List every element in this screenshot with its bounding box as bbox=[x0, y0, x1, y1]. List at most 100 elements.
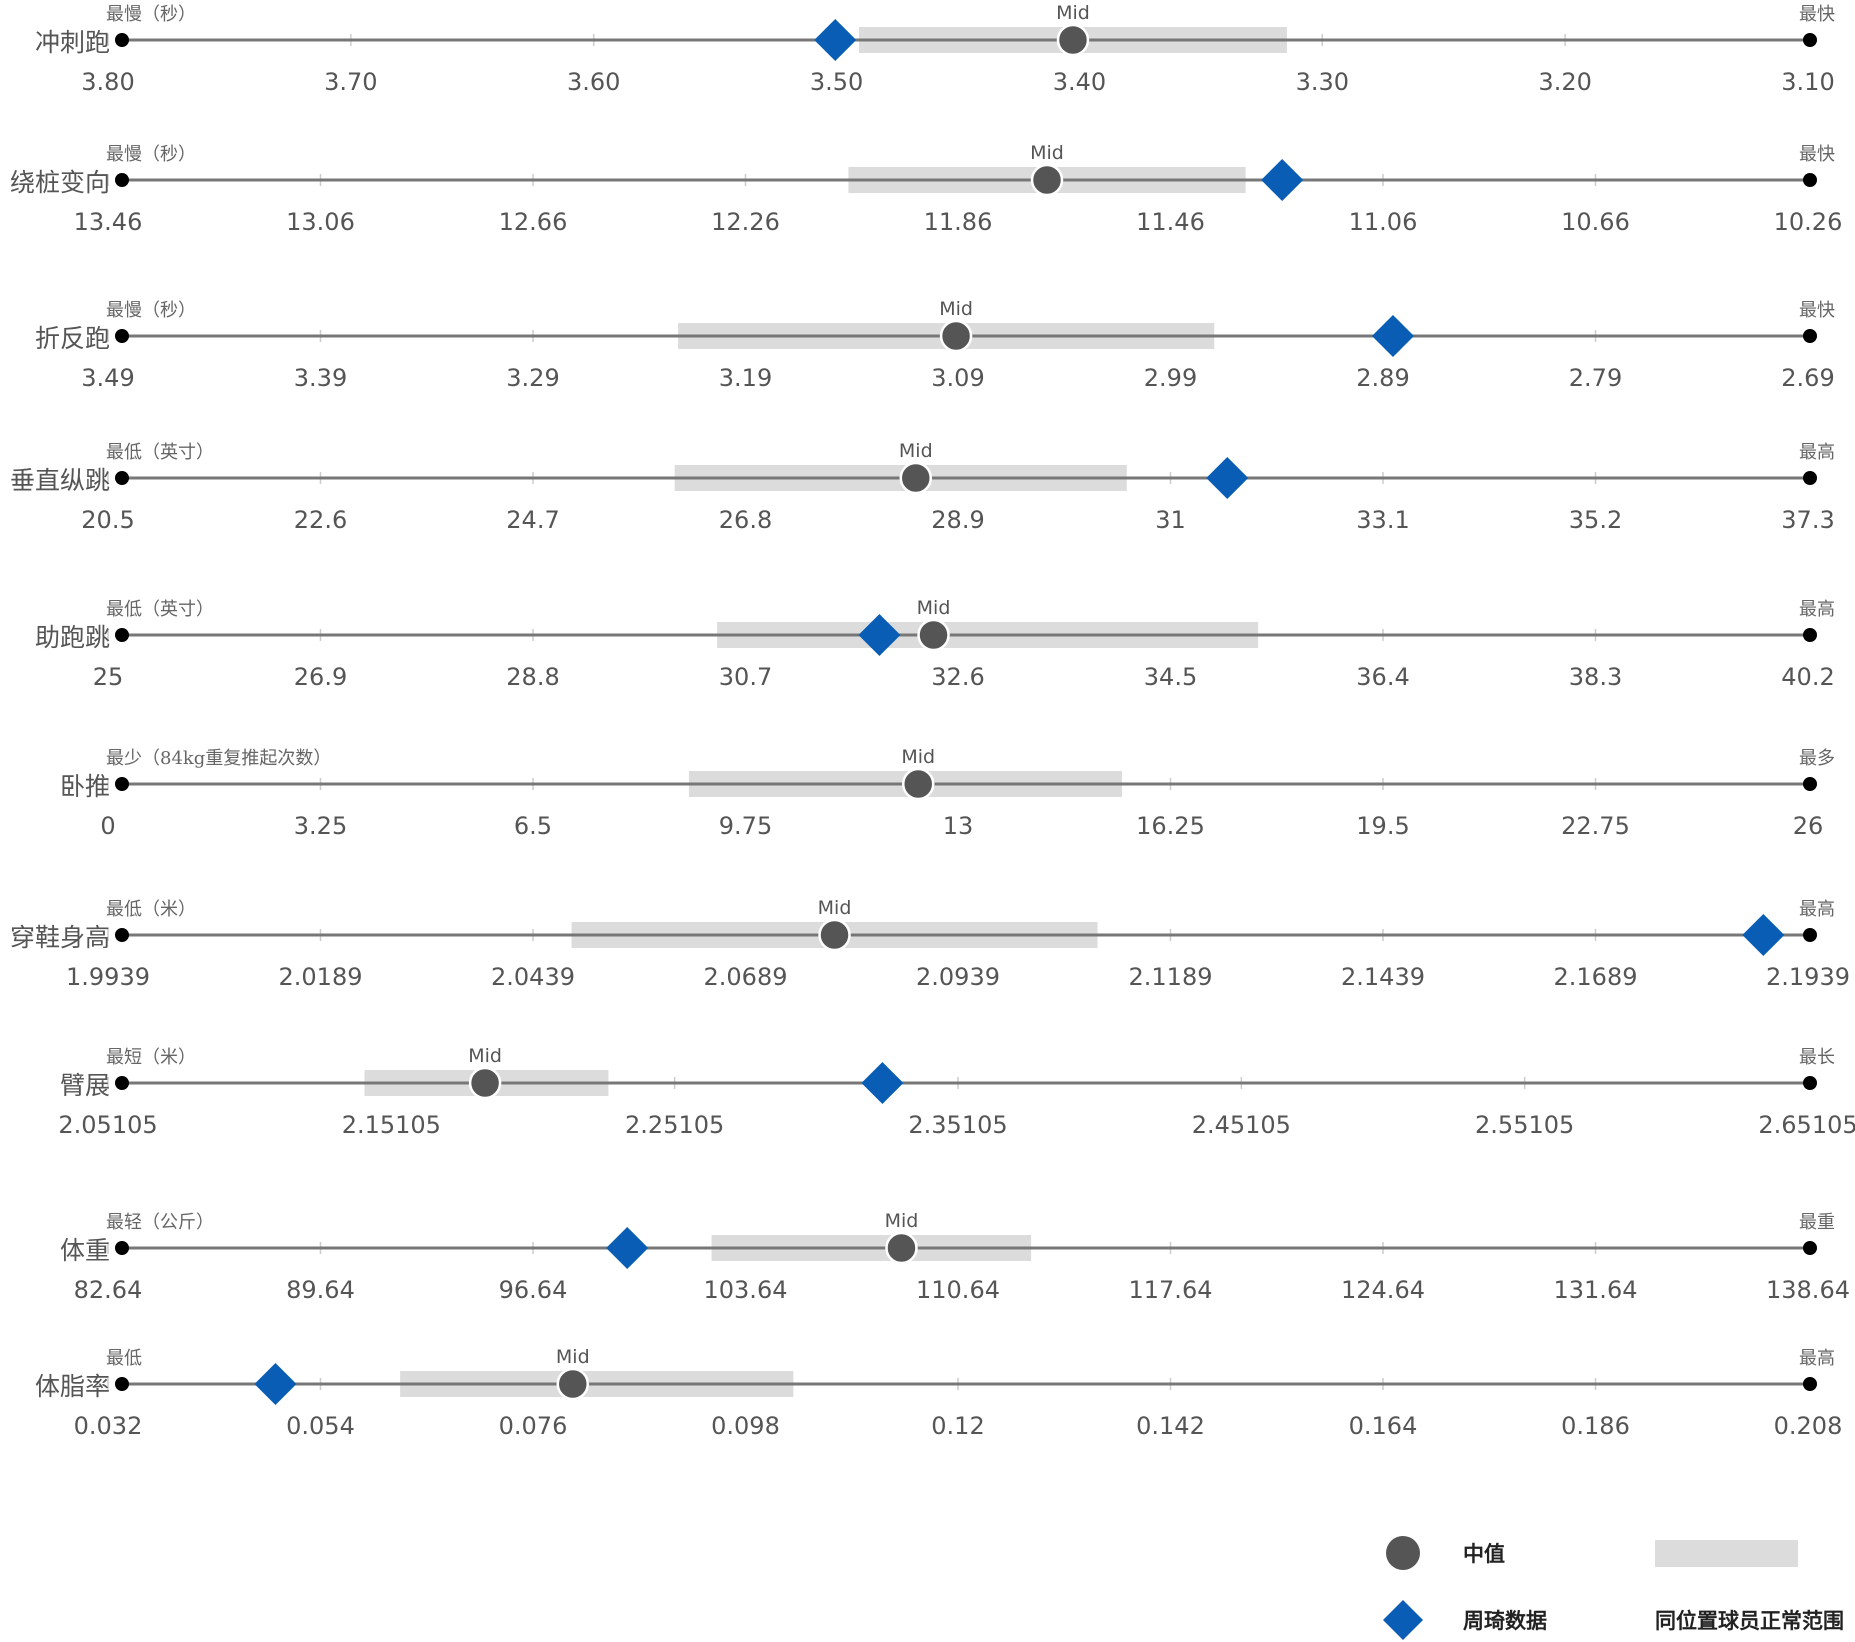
tick-label: 20.5 bbox=[81, 506, 134, 534]
left-endpoint bbox=[115, 628, 129, 642]
right-endpoint bbox=[1803, 928, 1817, 942]
tick-label: 2.79 bbox=[1569, 364, 1622, 392]
tick-label: 2.1689 bbox=[1554, 963, 1638, 991]
tick-label: 124.64 bbox=[1341, 1276, 1425, 1304]
tick-label: 2.15105 bbox=[342, 1111, 441, 1139]
metric-label: 冲刺跑 bbox=[35, 28, 110, 57]
tick-label: 32.6 bbox=[931, 663, 984, 691]
metric-label: 体重 bbox=[60, 1236, 110, 1265]
player-marker bbox=[1261, 159, 1304, 201]
tick-label: 12.66 bbox=[499, 208, 568, 236]
left-end-label: 最低（英寸） bbox=[106, 599, 214, 620]
tick-label: 0 bbox=[100, 812, 115, 840]
left-endpoint bbox=[115, 173, 129, 187]
tick-label: 3.49 bbox=[81, 364, 134, 392]
mid-label: Mid bbox=[901, 746, 935, 768]
right-end-label: 最高 bbox=[1799, 899, 1835, 920]
left-endpoint bbox=[115, 33, 129, 47]
tick-label: 11.46 bbox=[1136, 208, 1205, 236]
left-end-label: 最短（米） bbox=[106, 1047, 196, 1068]
mid-label: Mid bbox=[917, 597, 951, 619]
left-end-label: 最慢（秒） bbox=[106, 144, 196, 165]
tick-label: 2.35105 bbox=[908, 1111, 1007, 1139]
median-marker bbox=[885, 1231, 918, 1265]
metric-row: 25 26.9 28.8 30.7 32.6 34.5 36.4 38.3 40.2 助跑跳 最低（… bbox=[35, 597, 1835, 691]
tick-label: 22.75 bbox=[1561, 812, 1630, 840]
mid-label: Mid bbox=[556, 1346, 590, 1368]
tick-label: 28.8 bbox=[506, 663, 559, 691]
tick-label: 117.64 bbox=[1129, 1276, 1213, 1304]
metric-label: 绕桩变向 bbox=[10, 168, 110, 197]
tick-label: 10.26 bbox=[1774, 208, 1843, 236]
median-marker bbox=[818, 918, 851, 952]
tick-label: 3.40 bbox=[1053, 68, 1106, 96]
tick-label: 89.64 bbox=[286, 1276, 355, 1304]
legend-range-swatch bbox=[1655, 1540, 1798, 1567]
tick-label: 3.39 bbox=[294, 364, 347, 392]
right-endpoint bbox=[1803, 777, 1817, 791]
tick-label: 2.0189 bbox=[279, 963, 363, 991]
tick-label: 36.4 bbox=[1356, 663, 1409, 691]
right-endpoint bbox=[1803, 628, 1817, 642]
left-end-label: 最低 bbox=[106, 1348, 142, 1369]
right-end-label: 最高 bbox=[1799, 599, 1835, 620]
tick-label: 82.64 bbox=[74, 1276, 143, 1304]
tick-label: 2.0939 bbox=[916, 963, 1000, 991]
tick-label: 26 bbox=[1793, 812, 1824, 840]
player-marker bbox=[254, 1363, 297, 1405]
tick-label: 13.06 bbox=[286, 208, 355, 236]
tick-label: 3.60 bbox=[567, 68, 620, 96]
mid-label: Mid bbox=[939, 298, 973, 320]
metric-row: 0 3.25 6.5 9.75 13 16.25 19.5 22.75 26 卧推 最少（84kg重… bbox=[60, 746, 1835, 840]
tick-label: 0.032 bbox=[74, 1412, 143, 1440]
tick-label: 26.9 bbox=[294, 663, 347, 691]
right-end-label: 最快 bbox=[1799, 300, 1835, 321]
metric-row: 13.46 13.06 12.66 12.26 11.86 11.46 11.06 10.66… bbox=[10, 142, 1842, 236]
right-endpoint bbox=[1803, 471, 1817, 485]
tick-label: 33.1 bbox=[1356, 506, 1409, 534]
tick-label: 35.2 bbox=[1569, 506, 1622, 534]
metric-label: 卧推 bbox=[60, 772, 110, 801]
tick-label: 3.10 bbox=[1781, 68, 1834, 96]
tick-label: 2.89 bbox=[1356, 364, 1409, 392]
metric-row: 3.49 3.39 3.29 3.19 3.09 2.99 2.89 2.79 2.69 折反跑 最… bbox=[35, 298, 1835, 392]
left-endpoint bbox=[115, 471, 129, 485]
metric-label: 臂展 bbox=[60, 1071, 110, 1100]
tick-label: 0.076 bbox=[499, 1412, 568, 1440]
tick-label: 131.64 bbox=[1554, 1276, 1638, 1304]
legend-range-label: 同位置球员正常范围 bbox=[1655, 1609, 1844, 1633]
legend: 中值 周琦数据 同位置球员正常范围 bbox=[1383, 1536, 1844, 1640]
right-end-label: 最快 bbox=[1799, 144, 1835, 165]
left-end-label: 最轻（公斤） bbox=[106, 1212, 214, 1233]
tick-label: 0.12 bbox=[931, 1412, 984, 1440]
median-marker bbox=[1030, 163, 1064, 197]
tick-label: 110.64 bbox=[916, 1276, 1000, 1304]
tick-label: 0.186 bbox=[1561, 1412, 1630, 1440]
tick-label: 2.0439 bbox=[491, 963, 575, 991]
tick-label: 11.86 bbox=[924, 208, 993, 236]
left-end-label: 最少（84kg重复推起次数） bbox=[106, 748, 331, 769]
right-end-label: 最多 bbox=[1799, 748, 1835, 769]
tick-label: 19.5 bbox=[1356, 812, 1409, 840]
median-marker bbox=[917, 618, 950, 652]
mid-label: Mid bbox=[885, 1210, 919, 1232]
tick-label: 103.64 bbox=[704, 1276, 788, 1304]
right-end-label: 最重 bbox=[1799, 1212, 1835, 1233]
player-marker bbox=[1742, 914, 1785, 956]
metric-label: 助跑跳 bbox=[35, 623, 110, 652]
tick-label: 3.50 bbox=[810, 68, 863, 96]
tick-label: 2.0689 bbox=[704, 963, 788, 991]
tick-label: 2.45105 bbox=[1192, 1111, 1291, 1139]
left-endpoint bbox=[115, 1076, 129, 1090]
tick-label: 138.64 bbox=[1766, 1276, 1850, 1304]
metric-label: 体脂率 bbox=[35, 1372, 110, 1401]
tick-label: 2.1939 bbox=[1766, 963, 1850, 991]
player-marker bbox=[858, 614, 901, 656]
median-marker bbox=[1056, 23, 1090, 57]
tick-label: 16.25 bbox=[1136, 812, 1205, 840]
tick-label: 9.75 bbox=[719, 812, 772, 840]
tick-label: 6.5 bbox=[514, 812, 552, 840]
right-endpoint bbox=[1803, 329, 1817, 343]
metric-label: 垂直纵跳 bbox=[10, 466, 110, 495]
